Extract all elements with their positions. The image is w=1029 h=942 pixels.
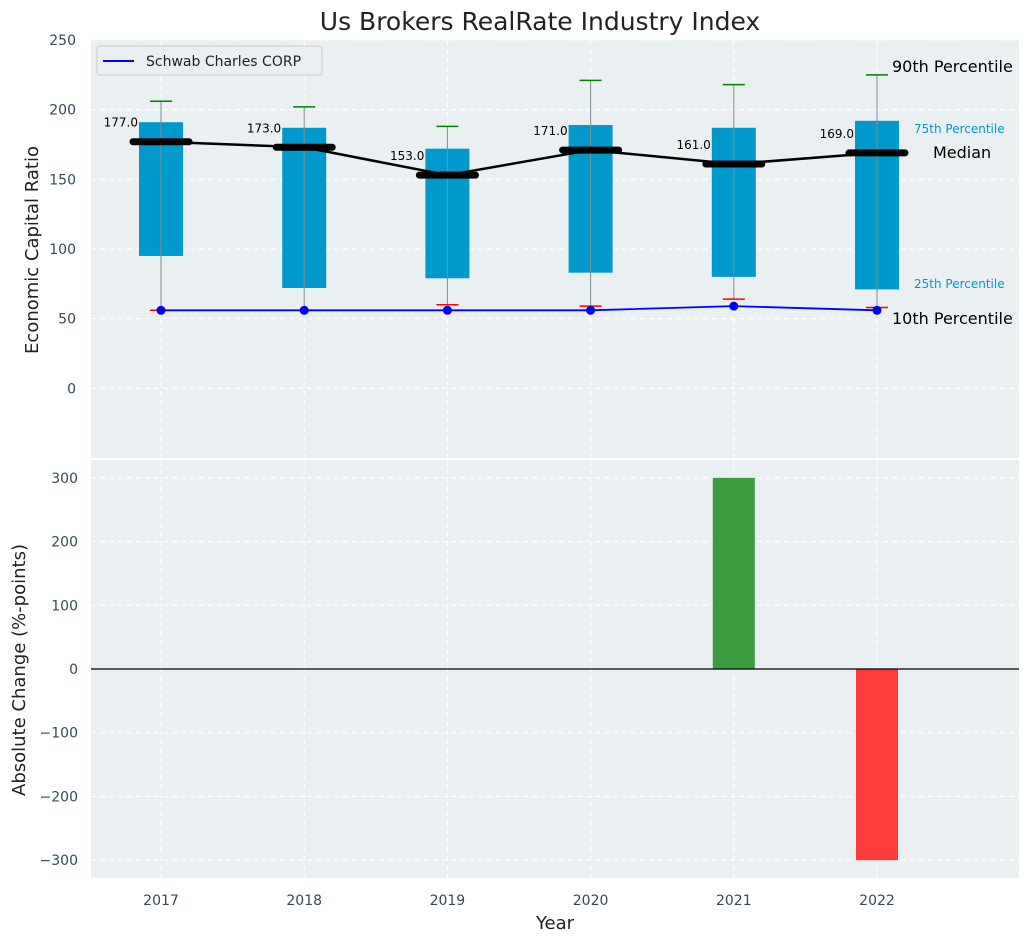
- p10-annotation: 10th Percentile: [892, 309, 1013, 328]
- top-y-tick-label: 150: [49, 172, 76, 188]
- bottom-y-axis-label: Absolute Change (%-points): [9, 544, 30, 796]
- bottom-y-tick-label: 0: [69, 662, 78, 678]
- company-series-point: [299, 305, 309, 315]
- chart-title: Us Brokers RealRate Industry Index: [320, 7, 760, 36]
- box-group: 177.0 173.0 153.0 171.0 161.0 169.0: [104, 74, 909, 315]
- p90-annotation: 90th Percentile: [892, 57, 1013, 76]
- bottom-y-ticks: −300 −200 −100 0 100 200 300: [40, 471, 78, 869]
- legend: Schwab Charles CORP: [96, 45, 323, 76]
- p75-annotation: 75th Percentile: [914, 122, 1005, 136]
- company-series-point: [586, 305, 596, 315]
- bottom-y-tick-label: 300: [51, 471, 78, 487]
- x-ticks: 2017 2018 2019 2020 2021 2022: [143, 893, 895, 909]
- median-value-label: 173.0: [247, 121, 281, 135]
- p25-annotation: 25th Percentile: [914, 277, 1005, 291]
- top-y-axis-label: Economic Capital Ratio: [22, 146, 43, 354]
- company-series-point: [872, 305, 882, 315]
- x-axis-label: Year: [535, 913, 575, 934]
- median-value-label: 161.0: [676, 138, 710, 152]
- x-tick-label: 2017: [143, 893, 179, 909]
- top-y-tick-label: 0: [67, 381, 76, 397]
- x-tick-label: 2019: [430, 893, 466, 909]
- company-series-point: [729, 301, 739, 311]
- median-value-label: 171.0: [533, 124, 567, 138]
- company-series-point: [156, 305, 166, 315]
- bottom-y-tick-label: 200: [51, 535, 78, 551]
- bottom-y-tick-label: 100: [51, 598, 78, 614]
- x-tick-label: 2020: [573, 893, 609, 909]
- top-y-tick-label: 50: [58, 312, 76, 328]
- bar-group: [712, 477, 898, 861]
- median-value-label: 169.0: [820, 127, 854, 141]
- top-y-ticks: 0 50 100 150 200 250: [49, 33, 76, 397]
- change-bar: [712, 477, 755, 669]
- bottom-y-tick-label: −100: [40, 726, 78, 742]
- x-tick-label: 2018: [286, 893, 322, 909]
- x-tick-label: 2021: [716, 893, 752, 909]
- company-series-point: [442, 305, 452, 315]
- legend-label: Schwab Charles CORP: [146, 54, 301, 70]
- median-annotation: Median: [933, 143, 991, 162]
- bottom-y-tick-label: −300: [40, 853, 78, 869]
- top-y-tick-label: 250: [49, 33, 76, 49]
- median-value-label: 177.0: [104, 116, 138, 130]
- top-y-tick-label: 100: [49, 242, 76, 258]
- median-value-label: 153.0: [390, 149, 424, 163]
- company-series-line: [161, 305, 878, 312]
- change-bar: [856, 669, 898, 861]
- legend-box: [96, 45, 323, 76]
- bottom-y-tick-label: −200: [40, 789, 78, 805]
- x-tick-label: 2022: [859, 893, 895, 909]
- top-y-tick-label: 200: [49, 103, 76, 119]
